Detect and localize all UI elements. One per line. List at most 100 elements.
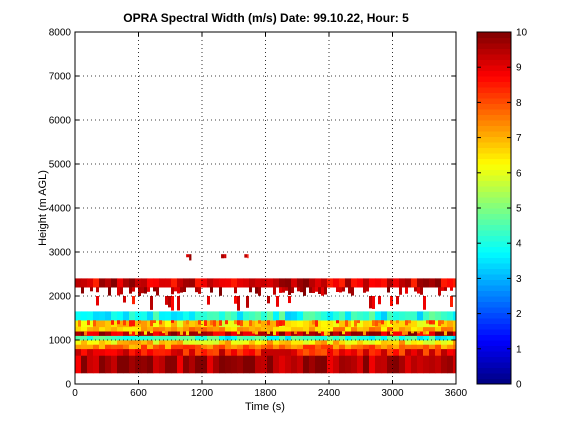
heatmap-cell bbox=[75, 326, 82, 332]
heatmap-cell bbox=[255, 278, 262, 288]
heatmap-cell bbox=[363, 348, 370, 356]
heatmap-cell bbox=[75, 340, 82, 345]
heatmap-cell bbox=[369, 344, 376, 350]
heatmap-cell bbox=[333, 344, 340, 350]
colorbar-swatch bbox=[477, 246, 511, 253]
x-tick-label: 600 bbox=[130, 388, 147, 399]
colorbar-tick-label: 6 bbox=[516, 168, 522, 179]
heatmap-cell bbox=[321, 355, 328, 374]
heatmap-cell bbox=[408, 320, 411, 324]
colorbar-swatch bbox=[477, 147, 511, 154]
heatmap-cell bbox=[123, 331, 130, 336]
heatmap-cell bbox=[105, 344, 112, 350]
heatmap-cell bbox=[405, 331, 412, 336]
heatmap-cell bbox=[123, 320, 130, 328]
y-tick-label: 3000 bbox=[49, 248, 72, 259]
heatmap-cell bbox=[399, 287, 402, 295]
sparse-echo bbox=[244, 254, 249, 259]
heatmap-cell bbox=[279, 355, 286, 374]
colorbar-swatch bbox=[477, 296, 511, 302]
heatmap-cell bbox=[189, 254, 192, 261]
colorbar-swatch bbox=[477, 76, 511, 82]
colorbar-swatch bbox=[477, 43, 511, 49]
heatmap-cell bbox=[399, 340, 406, 345]
heatmap-cell bbox=[300, 287, 303, 293]
heatmap-cell bbox=[117, 326, 124, 332]
heatmap-cell bbox=[249, 355, 256, 374]
heatmap-cell bbox=[333, 326, 340, 332]
heatmap-cell bbox=[441, 355, 448, 374]
heatmap-cell bbox=[75, 335, 82, 341]
heatmap-cell bbox=[327, 355, 334, 374]
heatmap-cell bbox=[243, 311, 250, 321]
heatmap-cell bbox=[141, 311, 148, 321]
heatmap-cell bbox=[162, 331, 165, 334]
colorbar-swatch bbox=[477, 312, 511, 319]
heatmap-cell bbox=[117, 320, 120, 325]
heatmap-cell bbox=[357, 331, 364, 336]
x-tick-label: 1200 bbox=[191, 388, 214, 399]
colorbar-swatch bbox=[477, 257, 511, 264]
colorbar-swatch bbox=[477, 252, 511, 258]
heatmap-cell bbox=[129, 278, 136, 288]
heatmap-cell bbox=[369, 348, 376, 356]
heatmap-cell bbox=[315, 326, 322, 332]
heatmap-cell bbox=[87, 320, 90, 326]
heatmap-cell bbox=[276, 320, 279, 327]
heatmap-cell bbox=[186, 320, 189, 325]
heatmap-cell bbox=[399, 335, 406, 341]
heatmap-cell bbox=[237, 278, 244, 288]
heatmap-cell bbox=[255, 311, 262, 321]
heatmap-cell bbox=[357, 278, 364, 288]
heatmap-cell bbox=[351, 344, 358, 350]
heatmap-cell bbox=[111, 344, 118, 350]
heatmap-cell bbox=[423, 348, 430, 356]
heatmap-cell bbox=[189, 320, 196, 328]
heatmap-cell bbox=[105, 335, 112, 341]
heatmap-cell bbox=[381, 348, 388, 356]
heatmap-cell bbox=[309, 287, 312, 293]
heatmap-cell bbox=[261, 278, 268, 288]
heatmap-cell bbox=[339, 311, 346, 321]
heatmap-cell bbox=[447, 335, 454, 341]
heatmap-cell bbox=[129, 331, 136, 336]
heatmap-cell bbox=[411, 326, 418, 332]
heatmap-cell bbox=[105, 311, 112, 321]
heatmap-cell bbox=[129, 326, 136, 332]
heatmap-cell bbox=[393, 331, 400, 336]
heatmap-cell bbox=[129, 320, 132, 327]
heatmap-cell bbox=[183, 355, 190, 374]
heatmap-cell bbox=[81, 320, 88, 328]
colorbar-swatch bbox=[477, 169, 511, 176]
heatmap-cell bbox=[345, 320, 352, 328]
heatmap-cell bbox=[363, 326, 370, 332]
heatmap-cell bbox=[153, 344, 160, 350]
heatmap-cell bbox=[453, 340, 457, 345]
heatmap-cell bbox=[429, 320, 432, 325]
heatmap-cell bbox=[219, 348, 226, 356]
heatmap-cell bbox=[351, 326, 358, 332]
heatmap-cell bbox=[147, 340, 154, 345]
heatmap-cell bbox=[237, 296, 240, 311]
heatmap-cell bbox=[183, 340, 190, 345]
heatmap-cell bbox=[225, 278, 232, 288]
heatmap-cell bbox=[183, 326, 190, 332]
heatmap-cell bbox=[411, 344, 418, 350]
heatmap-cell bbox=[381, 340, 388, 345]
heatmap-cell bbox=[381, 311, 388, 321]
heatmap-cell bbox=[171, 340, 178, 345]
heatmap-cell bbox=[99, 348, 106, 356]
colorbar-tick-label: 5 bbox=[516, 204, 522, 215]
heatmap-cell bbox=[429, 278, 436, 288]
heatmap-cell bbox=[333, 331, 340, 336]
heatmap-cell bbox=[336, 287, 339, 293]
heatmap-cell bbox=[99, 335, 106, 341]
heatmap-cell bbox=[447, 326, 454, 332]
heatmap-cell bbox=[111, 320, 114, 325]
colorbar-tick-label: 1 bbox=[516, 344, 522, 355]
heatmap-cell bbox=[309, 335, 316, 341]
heatmap-cell bbox=[93, 340, 100, 345]
heatmap-cell bbox=[201, 331, 208, 336]
colorbar-swatch bbox=[477, 164, 511, 170]
heatmap-cell bbox=[171, 311, 178, 321]
